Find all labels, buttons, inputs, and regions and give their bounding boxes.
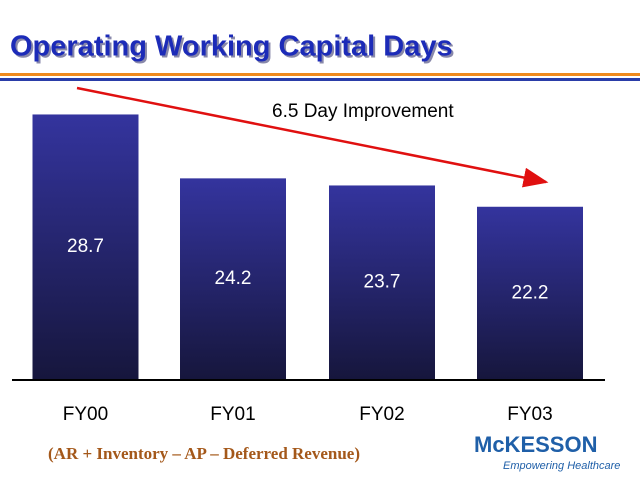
- plot: 28.7 FY00 24.2 FY01 23.7 FY02 22.2 FY03: [32, 114, 583, 425]
- footnote: (AR + Inventory – AP – Deferred Revenue): [48, 444, 360, 463]
- bar: [477, 206, 583, 380]
- logo-name: McKESSON: [474, 432, 597, 457]
- value-label: 28.7: [67, 236, 104, 257]
- x-tick-label: FY01: [210, 404, 255, 425]
- trend-arrow: [76, 86, 549, 188]
- value-label: 24.2: [215, 268, 252, 289]
- chart-title: Operating Working Capital Days: [10, 31, 453, 63]
- bar: [180, 178, 286, 380]
- rule-blue: [0, 78, 640, 81]
- value-label: 22.2: [512, 282, 549, 303]
- annotation: 6.5 Day Improvement: [272, 101, 454, 122]
- logo-tagline: Empowering Healthcare: [503, 460, 620, 472]
- x-tick-label: FY03: [507, 404, 552, 425]
- rule-orange: [0, 73, 640, 76]
- x-tick-label: FY00: [63, 404, 108, 425]
- bar: [32, 114, 139, 381]
- title-shadow: Operating Working Capital Days: [12, 33, 455, 65]
- value-label: 23.7: [364, 272, 401, 293]
- bar: [329, 185, 435, 380]
- x-tick-label: FY02: [359, 404, 404, 425]
